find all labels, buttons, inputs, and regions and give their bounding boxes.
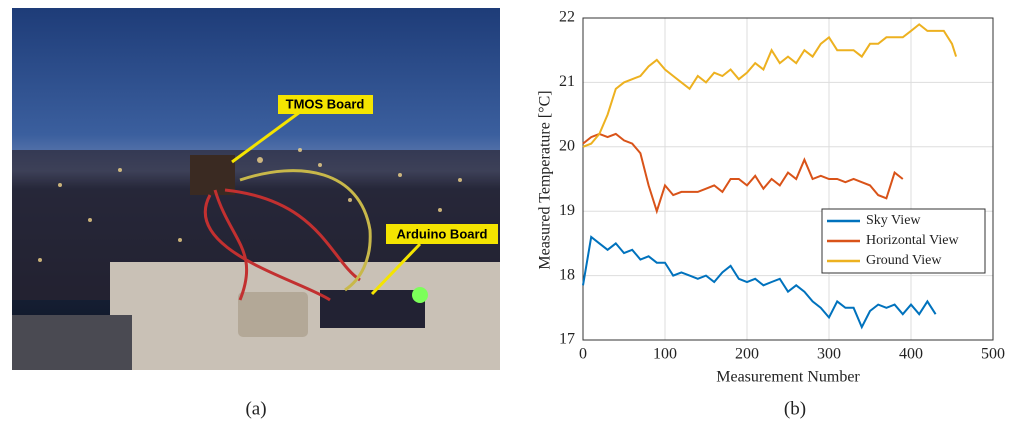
y-tick-label: 22	[559, 9, 575, 26]
figure: TMOS Board Arduino Board (a) (b) Measure…	[0, 0, 1023, 426]
y-tick-label: 20	[559, 137, 575, 154]
y-axis-label: Measured Temperature [°C]	[537, 90, 554, 269]
x-tick-label: 300	[817, 346, 841, 363]
x-axis-label: Measurement Number	[716, 369, 860, 386]
caption: (b)	[784, 398, 806, 419]
legend-label: Horizontal View	[866, 233, 959, 248]
y-tick-label: 17	[559, 331, 575, 348]
y-tick-label: 21	[559, 73, 575, 90]
x-tick-label: 200	[735, 346, 759, 363]
caption: (a)	[245, 398, 266, 419]
photo-label: TMOS Board	[286, 96, 365, 111]
photo: TMOS Board Arduino Board	[12, 8, 500, 370]
y-tick-label: 18	[559, 266, 575, 283]
x-tick-label: 0	[579, 346, 587, 363]
y-tick-label: 19	[559, 202, 575, 219]
x-tick-label: 100	[653, 346, 677, 363]
x-tick-label: 400	[899, 346, 923, 363]
legend-label: Ground View	[866, 253, 942, 268]
x-tick-label: 500	[981, 346, 1005, 363]
photo-label: Arduino Board	[397, 226, 488, 241]
legend-label: Sky View	[866, 213, 921, 228]
